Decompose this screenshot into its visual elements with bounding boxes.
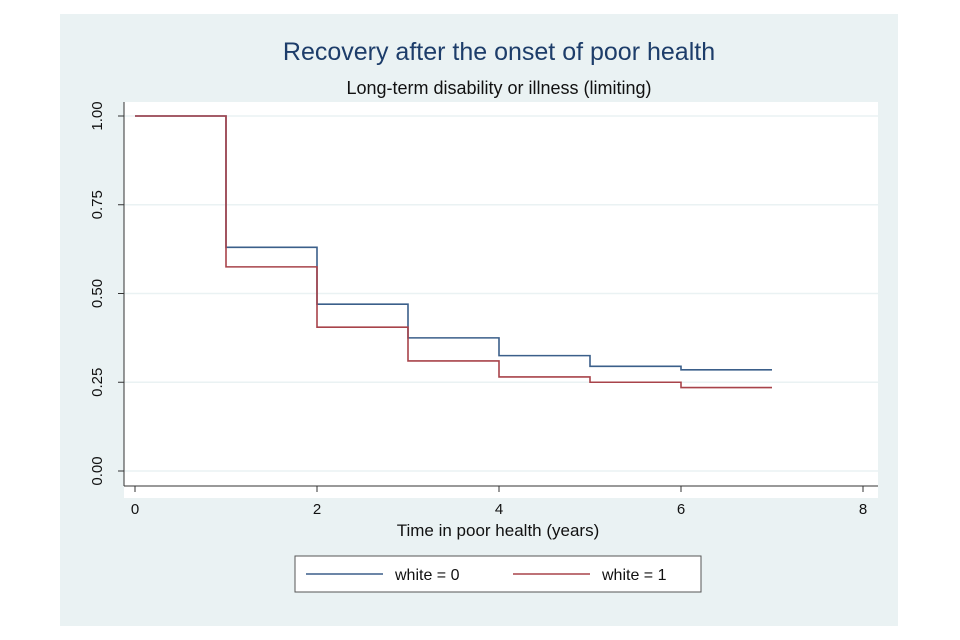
x-tick-label-0: 0 <box>131 501 139 518</box>
y-tick-label-3: 0.75 <box>89 190 106 219</box>
series-line-white-1 <box>135 115 772 389</box>
axes-layer <box>118 102 878 492</box>
x-tick-label-4: 8 <box>859 501 867 518</box>
y-tick-label-0: 0.00 <box>89 456 106 485</box>
legend-label-white-1: white = 1 <box>601 567 667 584</box>
chart-svg: Recovery after the onset of poor health … <box>89 38 878 593</box>
grid-layer <box>124 115 878 472</box>
y-tick-label-4: 1.00 <box>89 101 106 130</box>
legend: white = 0 white = 1 <box>294 555 702 593</box>
chart-panel: Recovery after the onset of poor health … <box>60 14 898 626</box>
series-line-white-0 <box>135 115 772 371</box>
x-axis-label: Time in poor health (years) <box>397 521 600 540</box>
x-tick-label-3: 6 <box>677 501 685 518</box>
y-tick-label-1: 0.25 <box>89 368 106 397</box>
legend-label-white-0: white = 0 <box>394 567 460 584</box>
tick-label-layer: 0.00 0.25 0.50 0.75 1.00 0 2 4 6 8 <box>89 101 867 518</box>
chart-title: Recovery after the onset of poor health <box>283 38 715 66</box>
series-layer <box>135 115 772 389</box>
x-tick-label-2: 4 <box>495 501 503 518</box>
plot-area <box>124 102 878 498</box>
y-tick-label-2: 0.50 <box>89 279 106 308</box>
x-tick-label-1: 2 <box>313 501 321 518</box>
chart-subtitle: Long-term disability or illness (limitin… <box>346 78 651 98</box>
